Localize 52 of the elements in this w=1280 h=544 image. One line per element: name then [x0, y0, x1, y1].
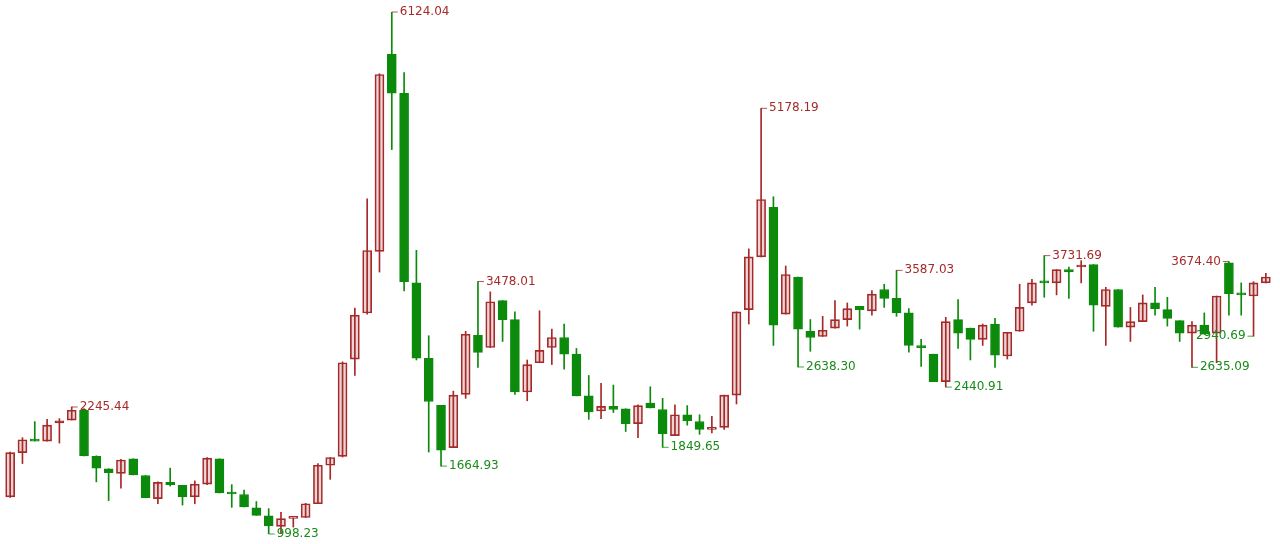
candlestick — [1027, 279, 1037, 306]
annotation: 2638.30 — [806, 359, 856, 374]
candlestick — [940, 316, 951, 388]
annotation: 1849.65 — [670, 439, 721, 454]
candlestick — [780, 265, 791, 315]
annotation: 3587.03 — [904, 262, 955, 277]
annotation: 2245.44 — [79, 399, 130, 414]
candlestick — [165, 467, 176, 487]
candlestick — [547, 328, 557, 365]
candlestick — [756, 107, 766, 258]
candlestick — [522, 359, 533, 402]
candlestick — [707, 415, 717, 434]
candlestick — [743, 248, 754, 325]
candlestick — [288, 516, 299, 528]
candlestick — [189, 480, 200, 505]
candlestick — [1100, 286, 1111, 346]
annotation: 2635.09 — [1199, 359, 1250, 374]
candlestick — [362, 198, 372, 315]
candlestick — [350, 307, 360, 376]
candlestick — [670, 404, 680, 436]
candlestick — [916, 339, 926, 367]
candlestick — [153, 481, 163, 505]
candlestick — [473, 281, 483, 368]
annotation: 6124.04 — [399, 4, 450, 19]
candlestick — [842, 302, 853, 327]
candlestick — [1064, 266, 1074, 299]
candlestick — [1137, 294, 1148, 323]
candlestick — [116, 459, 126, 489]
candlestick — [1261, 272, 1271, 284]
annotation: 5178.19 — [769, 100, 819, 115]
candlestick — [830, 300, 840, 329]
annotation: 1664.93 — [449, 458, 499, 473]
candlestick — [313, 463, 323, 505]
candlestick — [596, 382, 606, 419]
annotation: 3731.69 — [1052, 247, 1102, 262]
annotation: 3478.01 — [485, 273, 536, 288]
annotation: 2440.91 — [953, 379, 1004, 394]
candlestick — [867, 290, 877, 316]
candlestick — [1187, 321, 1197, 368]
annotation: 3674.40 — [1171, 253, 1221, 268]
candlestick — [325, 457, 336, 480]
candlestick — [633, 404, 643, 439]
candlestick — [1150, 286, 1160, 316]
candlestick — [5, 451, 15, 498]
candlestick — [202, 457, 212, 485]
candlestick — [977, 323, 988, 346]
candlestick — [719, 394, 730, 430]
candlestick — [485, 291, 496, 348]
candlestick — [1002, 331, 1013, 360]
candlestick — [645, 386, 656, 409]
candlestick — [42, 419, 52, 442]
annotation: 998.23 — [276, 526, 319, 541]
